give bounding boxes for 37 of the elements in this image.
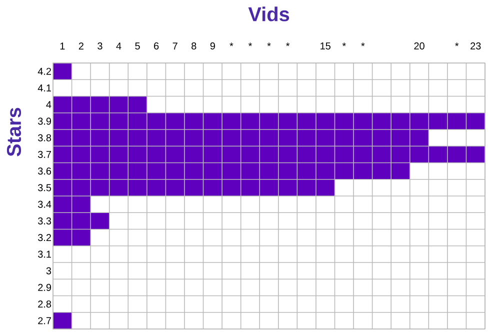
x-tick-label: 5 (135, 42, 140, 50)
x-tick-label: 3 (98, 42, 102, 50)
y-tick-label: 3.5 (38, 184, 52, 192)
x-tick-label: 9 (210, 42, 215, 50)
y-tick-label: 4.2 (38, 68, 51, 75)
y-tick-label: 3.4 (38, 200, 52, 208)
y-tick-label: 2.7 (38, 317, 51, 324)
x-tick-label: 7 (172, 42, 178, 50)
y-tick-label: 4.1 (38, 84, 52, 92)
y-tick-label: 4 (46, 101, 52, 108)
y-tick-label: 3.3 (38, 217, 52, 224)
x-tick-label: 8 (192, 42, 196, 50)
y-axis-title: Stars (6, 108, 22, 156)
y-tick-label: 3 (46, 267, 52, 274)
y-tick-label: 3.6 (38, 168, 52, 175)
x-tick-label: 15 (320, 42, 330, 50)
x-tick-label: 23 (470, 42, 481, 50)
x-tick-label: * (455, 42, 459, 46)
x-tick-label: * (342, 42, 346, 46)
x-tick-label: 2 (78, 42, 84, 50)
y-tick-label: 3.1 (38, 250, 52, 258)
y-tick-label: 2.8 (38, 300, 52, 308)
y-tick-label: 3.7 (38, 150, 51, 158)
y-tick-label: 3.2 (38, 234, 51, 242)
x-tick-label: 20 (414, 42, 424, 50)
x-tick-label: 1 (60, 42, 65, 50)
x-tick-label: * (248, 42, 252, 46)
x-axis-title: Vids (248, 6, 290, 22)
x-tick-label: * (230, 42, 234, 46)
y-tick-label: 3.8 (38, 134, 52, 142)
x-tick-label: * (267, 42, 271, 46)
x-tick-label: * (361, 42, 365, 46)
x-tick-label: 4 (116, 42, 122, 50)
x-tick-label: 6 (154, 42, 159, 50)
x-tick-label: * (286, 42, 290, 46)
y-tick-label: 3.9 (38, 118, 52, 125)
y-tick-label: 2.9 (38, 284, 52, 291)
